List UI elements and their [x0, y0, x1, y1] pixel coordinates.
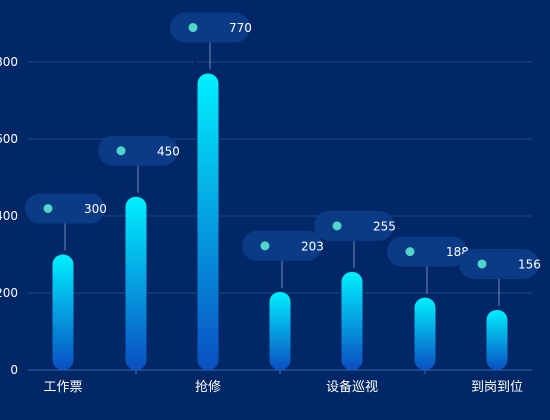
category-label: 设备巡视 [326, 379, 378, 395]
y-axis-ticks: 0 200 400 600 800 [0, 55, 18, 377]
bar [125, 196, 147, 370]
data-label-pill [459, 248, 539, 279]
data-label-dot [260, 241, 270, 251]
data-label-pill [242, 230, 322, 261]
bar [269, 291, 291, 370]
data-label-dot [188, 23, 198, 33]
data-label-pill [387, 236, 467, 267]
bar [486, 309, 508, 370]
data-label-dot [332, 221, 342, 231]
leader-dot [337, 258, 341, 262]
data-label-pill [314, 210, 394, 241]
data-label-dot [477, 259, 487, 269]
data-label: 300 [84, 202, 107, 216]
data-label-dot [405, 247, 415, 257]
data-label: 255 [373, 219, 396, 233]
data-label-pill [98, 135, 178, 166]
category-label: 到岗到位 [471, 380, 523, 395]
data-label: 203 [301, 239, 324, 253]
bar [414, 297, 436, 370]
bar [341, 271, 363, 370]
y-tick-label: 800 [0, 55, 18, 69]
data-label: 450 [157, 144, 180, 158]
data-label: 156 [518, 257, 541, 271]
bars [52, 73, 508, 371]
data-label-pill [25, 193, 105, 224]
leader-dot [193, 60, 197, 63]
y-tick-label: 400 [0, 209, 18, 223]
leader-dot [265, 278, 269, 282]
bar [52, 254, 74, 370]
leader-dot [482, 296, 486, 300]
leader-dot [48, 241, 52, 244]
y-tick-label: 600 [0, 132, 18, 146]
data-label: 770 [229, 21, 252, 35]
data-label-dot [43, 204, 53, 213]
category-label: 工作票 [43, 380, 82, 395]
leader-dot [121, 183, 125, 186]
data-label-pill [170, 12, 250, 43]
leader-dot [410, 284, 414, 287]
category-labels: 工作票 抢修 设备巡视 到岗到位 [43, 379, 523, 395]
y-tick-label: 200 [0, 286, 18, 300]
data-label-dot [116, 146, 126, 156]
category-label: 抢修 [195, 379, 221, 395]
bar [197, 73, 219, 371]
y-tick-label: 0 [10, 363, 18, 377]
x-axis [28, 369, 532, 374]
